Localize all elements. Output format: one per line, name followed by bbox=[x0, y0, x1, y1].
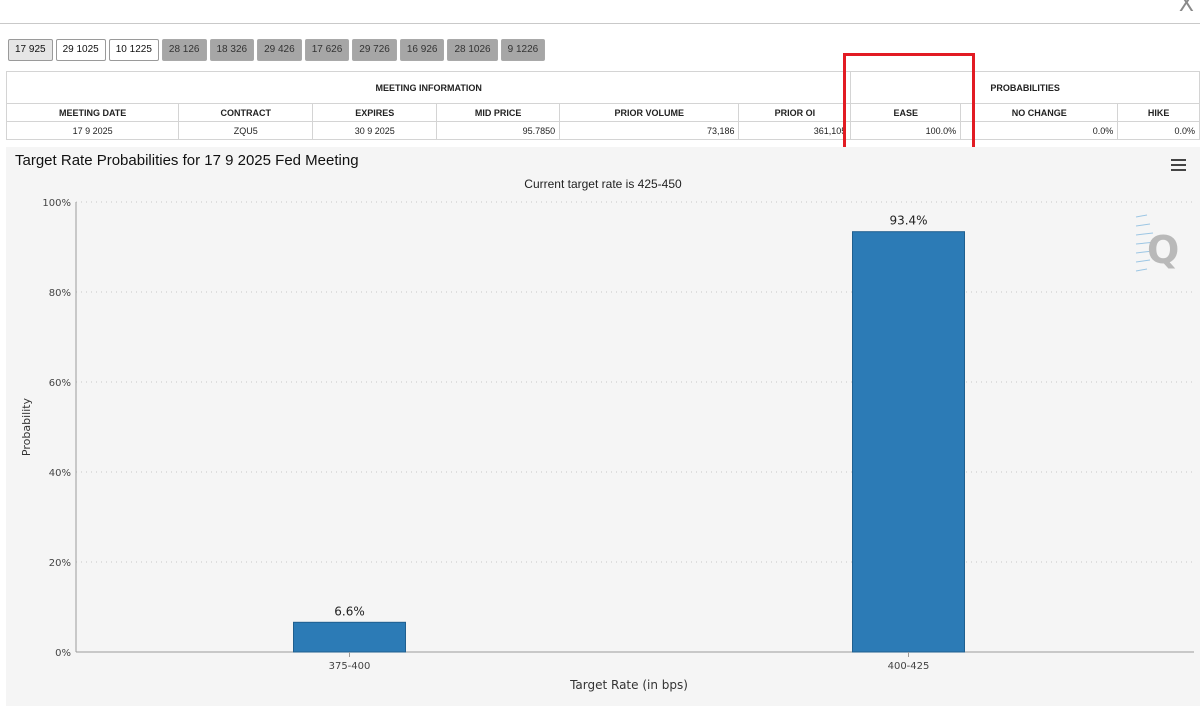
x-tick-label: 375-400 bbox=[329, 661, 371, 672]
column-header: PRIOR VOLUME bbox=[559, 103, 740, 122]
y-tick-label: 60% bbox=[49, 378, 71, 389]
column-header: EXPIRES bbox=[312, 103, 438, 122]
q-logo-icon: Q bbox=[1135, 214, 1179, 272]
table-cell: 0.0% bbox=[960, 121, 1119, 140]
meeting-tab-5[interactable]: 29 426 bbox=[257, 39, 302, 61]
chart-subtitle: Current target rate is 425-450 bbox=[524, 177, 682, 191]
y-tick-label: 0% bbox=[55, 648, 71, 659]
meeting-tab-6[interactable]: 17 626 bbox=[304, 39, 350, 61]
meeting-tab-8[interactable]: 16 926 bbox=[399, 39, 445, 61]
column-header: PRIOR OI bbox=[738, 103, 852, 122]
table-cell: 95.7850 bbox=[436, 121, 561, 140]
x-axis-title: Target Rate (in bps) bbox=[569, 678, 688, 692]
close-icon[interactable]: X bbox=[1178, 0, 1194, 17]
meeting-tab-9[interactable]: 28 1026 bbox=[447, 39, 498, 61]
meeting-tab-0[interactable]: 17 925 bbox=[8, 39, 53, 61]
y-tick-label: 100% bbox=[42, 198, 71, 209]
x-tick-label: 400-425 bbox=[888, 661, 930, 672]
table-cell: ZQU5 bbox=[178, 121, 314, 140]
table-cell: 361,105 bbox=[738, 121, 852, 140]
meeting-tab-10[interactable]: 9 1226 bbox=[500, 39, 546, 61]
bar-chart: 0% 20% 40% 60% 80% 100% 6.6% 375-400 93.4% 400-42… bbox=[20, 198, 1194, 692]
data-label: 6.6% bbox=[334, 604, 365, 618]
meeting-info-table: MEETING INFORMATION PROBABILITIES MEETIN… bbox=[5, 71, 1200, 140]
svg-text:Q: Q bbox=[1147, 228, 1179, 272]
meeting-tab-1[interactable]: 29 1025 bbox=[55, 39, 106, 61]
y-tick-label: 80% bbox=[49, 288, 71, 299]
chart-panel: Target Rate Probabilities for 17 9 2025 … bbox=[6, 147, 1200, 706]
meeting-tab-3[interactable]: 28 126 bbox=[161, 39, 207, 61]
column-header: NO CHANGE bbox=[960, 103, 1119, 122]
bar-400-425 bbox=[852, 231, 965, 653]
data-label: 93.4% bbox=[889, 214, 927, 228]
window-top-border bbox=[0, 23, 1200, 24]
column-header: MID PRICE bbox=[436, 103, 561, 122]
column-header: CONTRACT bbox=[178, 103, 314, 122]
chart-title: Target Rate Probabilities for 17 9 2025 … bbox=[15, 152, 359, 169]
probabilities-group-header: PROBABILITIES bbox=[850, 71, 1200, 104]
table-cell: 73,186 bbox=[559, 121, 740, 140]
meeting-date-tabs: 17 925 29 1025 10 1225 28 126 18 326 29 426 17… bbox=[8, 39, 546, 61]
bar-375-400 bbox=[293, 621, 406, 653]
table-cell: 0.0% bbox=[1117, 121, 1200, 140]
y-axis-title: Probability bbox=[20, 397, 33, 456]
table-cell: 100.0% bbox=[850, 121, 962, 140]
meeting-tab-7[interactable]: 29 726 bbox=[352, 39, 397, 61]
meeting-tab-4[interactable]: 18 326 bbox=[209, 39, 255, 61]
hamburger-menu-icon[interactable] bbox=[1171, 159, 1186, 171]
meeting-information-group-header: MEETING INFORMATION bbox=[5, 71, 852, 104]
meeting-tab-2[interactable]: 10 1225 bbox=[108, 39, 159, 61]
y-tick-label: 20% bbox=[49, 558, 71, 569]
y-tick-label: 40% bbox=[49, 468, 71, 479]
column-header: HIKE bbox=[1117, 103, 1200, 122]
table-cell: 17 9 2025 bbox=[5, 121, 180, 140]
table-cell: 30 9 2025 bbox=[312, 121, 438, 140]
column-header: MEETING DATE bbox=[5, 103, 180, 122]
